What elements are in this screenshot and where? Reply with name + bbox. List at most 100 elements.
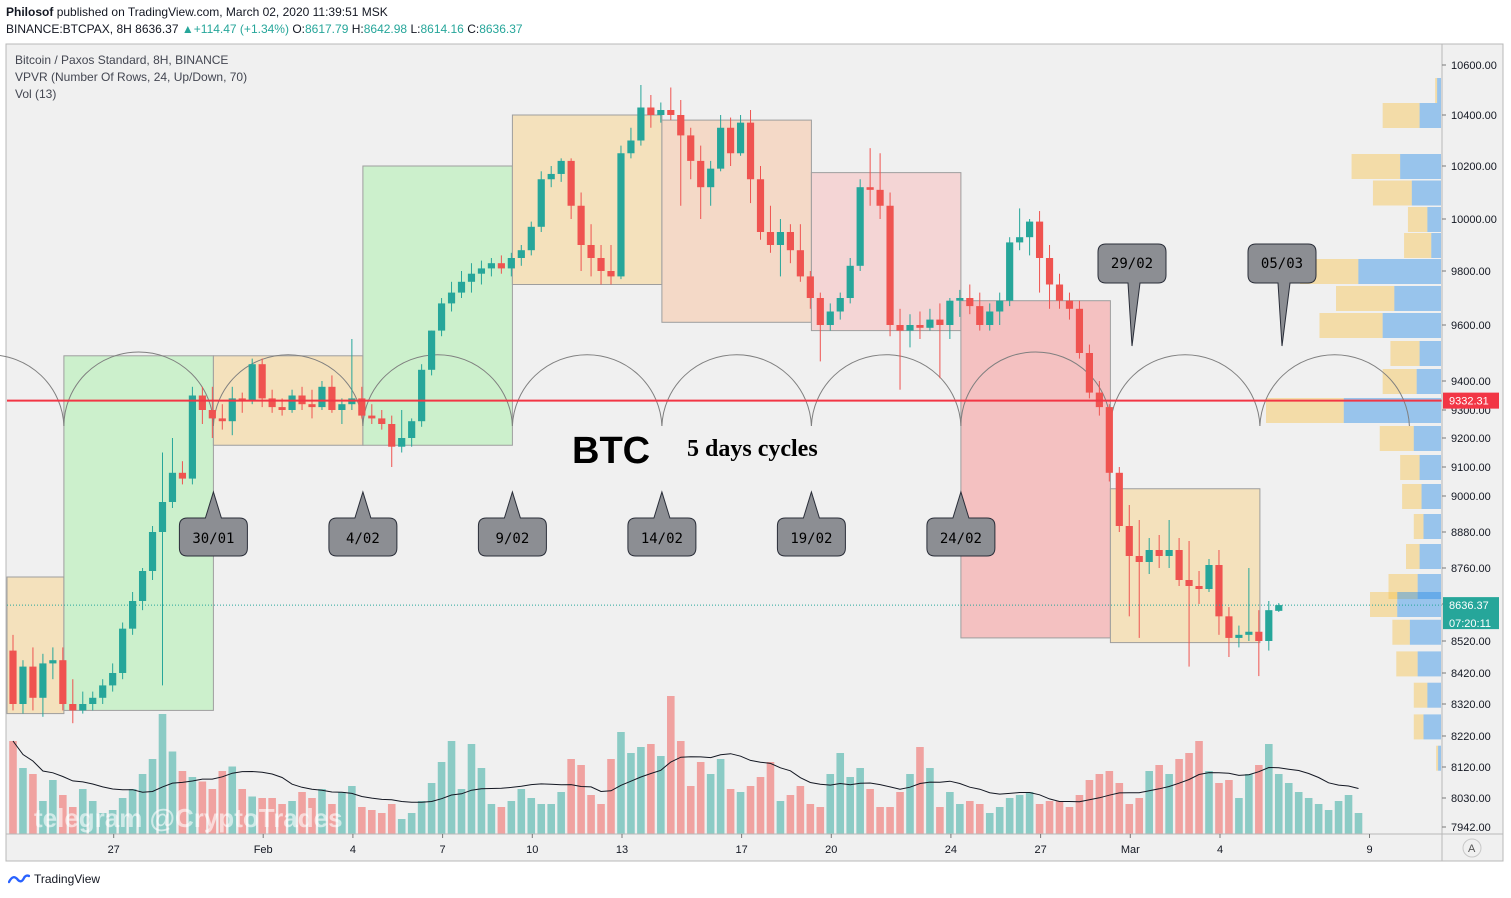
candle-body	[29, 666, 37, 698]
y-tick-label: 9400.00	[1451, 376, 1491, 388]
candle-body	[1155, 550, 1163, 556]
volume-bar	[477, 768, 486, 834]
candle-body	[1235, 634, 1243, 638]
candle-body	[577, 205, 585, 245]
candle-body	[178, 472, 187, 479]
volume-bar	[1155, 765, 1163, 834]
volume-bar	[1165, 774, 1173, 834]
candle-body	[437, 303, 446, 331]
candle-body	[697, 160, 705, 188]
auto-scale-button[interactable]: A	[1462, 838, 1482, 858]
volume-bar	[417, 801, 426, 834]
candle-body	[1006, 242, 1014, 301]
candle-body	[59, 660, 67, 704]
vpvr-up-bar	[1319, 313, 1383, 338]
vpvr-up-bar	[1435, 78, 1438, 103]
volume-bar	[1115, 783, 1124, 834]
candle-body	[378, 418, 386, 424]
volume-bar	[208, 789, 217, 834]
vpvr-up-bar	[1396, 651, 1418, 677]
vpvr-up-bar	[1404, 233, 1432, 258]
candle-body	[99, 685, 107, 698]
candle-body	[766, 232, 775, 245]
candle-body	[627, 140, 635, 154]
volume-bar	[497, 807, 506, 834]
vpvr-down-bar	[1421, 484, 1441, 509]
candle-body	[358, 398, 366, 416]
volume-bar	[387, 804, 396, 834]
candle-body	[428, 330, 436, 370]
volume-bar	[1225, 780, 1233, 834]
candle-body	[956, 298, 964, 301]
cycle-arc	[1109, 354, 1261, 427]
candle-body	[418, 369, 426, 422]
x-tick-label: 27	[108, 844, 120, 856]
volume-bar	[39, 801, 47, 834]
candle-body	[497, 263, 505, 269]
volume-bar	[1245, 774, 1253, 834]
cycle-arc	[511, 354, 663, 427]
vpvr-up-bar	[1370, 592, 1398, 617]
y-tick-label: 10200.00	[1451, 161, 1497, 173]
volume-bar	[1334, 801, 1343, 834]
volume-bar	[1175, 759, 1183, 834]
candle-body	[208, 410, 216, 419]
volume-bar	[1035, 804, 1044, 834]
volume-bar	[1185, 753, 1193, 834]
level-price-tag: 9332.31	[1443, 392, 1499, 409]
candle-body	[398, 438, 406, 447]
vpvr-down-bar	[1343, 398, 1441, 423]
candle-body	[1225, 616, 1233, 638]
volume-bar	[1215, 783, 1223, 834]
candle-body	[587, 245, 595, 258]
y-tick-label: 8520.00	[1451, 636, 1491, 648]
vpvr-up-bar	[1413, 682, 1428, 708]
candle-body	[278, 407, 286, 410]
vpvr-down-bar	[1437, 78, 1441, 103]
volume-bar	[985, 813, 994, 834]
volume-bar	[1025, 792, 1034, 834]
volume-bar	[1015, 795, 1024, 834]
candle-body	[129, 601, 137, 629]
y-tick-label: 9000.00	[1451, 491, 1491, 503]
volume-bar	[198, 781, 207, 834]
y-tick-label: 9100.00	[1451, 462, 1491, 474]
candle-body	[1075, 308, 1084, 353]
volume-bar	[1195, 741, 1203, 834]
publish-date: published on TradingView.com, March 02, …	[56, 5, 388, 19]
volume-bar	[806, 804, 815, 834]
candle-body	[866, 187, 874, 190]
y-tick-label: 8420.00	[1451, 668, 1491, 680]
candle-body	[736, 122, 745, 154]
candle-body	[1275, 605, 1283, 611]
volume-bar	[457, 789, 466, 834]
cycle-arc	[0, 355, 65, 427]
y-tick-label: 8760.00	[1451, 563, 1491, 575]
candle-body	[1026, 221, 1034, 238]
volume-bar	[407, 813, 416, 834]
volume-bar	[19, 768, 27, 834]
volume-bar	[108, 810, 117, 834]
footer-brand[interactable]: TradingView	[34, 872, 101, 886]
volume-bar	[776, 801, 785, 834]
candle-body	[1065, 300, 1074, 309]
volume-bar	[447, 741, 456, 834]
volume-bar	[1314, 804, 1323, 834]
x-tick-label: 9	[1366, 844, 1372, 856]
candle-body	[816, 298, 824, 325]
volume-bar	[298, 792, 306, 834]
candle-body	[1145, 550, 1153, 562]
candle-body	[896, 325, 904, 331]
volume-bar	[886, 807, 894, 834]
candle-body	[477, 268, 486, 274]
volume-bar	[168, 751, 177, 834]
date-callout-label: 4/02	[346, 531, 380, 547]
vpvr-down-bar	[1409, 619, 1441, 645]
candle-body	[946, 300, 954, 325]
candle-body	[218, 418, 226, 422]
candle-body	[916, 325, 924, 328]
volume-bar	[1045, 801, 1054, 834]
volume-bar	[756, 777, 765, 834]
last-price-tag: 8636.37 07:20:11	[1443, 597, 1499, 630]
